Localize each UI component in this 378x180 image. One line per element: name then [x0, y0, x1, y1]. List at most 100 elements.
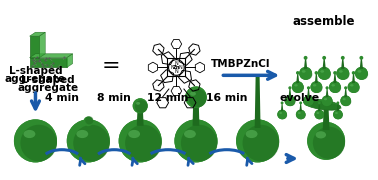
Circle shape	[318, 67, 331, 80]
Circle shape	[294, 83, 304, 93]
Circle shape	[292, 81, 304, 93]
Polygon shape	[341, 58, 344, 69]
Circle shape	[336, 102, 339, 104]
Ellipse shape	[188, 89, 207, 107]
Circle shape	[318, 67, 331, 80]
Ellipse shape	[246, 130, 257, 138]
Circle shape	[333, 110, 343, 119]
Text: L-shaped: L-shaped	[22, 75, 75, 85]
Ellipse shape	[316, 131, 326, 138]
Circle shape	[310, 81, 322, 93]
Ellipse shape	[190, 92, 196, 96]
Ellipse shape	[313, 127, 345, 159]
Ellipse shape	[332, 84, 335, 86]
Circle shape	[307, 122, 345, 160]
Polygon shape	[344, 88, 347, 97]
Polygon shape	[307, 88, 310, 97]
Ellipse shape	[243, 125, 279, 161]
Ellipse shape	[125, 125, 162, 161]
Text: N: N	[175, 69, 178, 74]
Text: aggregate: aggregate	[18, 83, 79, 93]
Polygon shape	[192, 100, 199, 126]
Circle shape	[333, 110, 343, 119]
Text: N: N	[175, 61, 178, 66]
Ellipse shape	[181, 125, 217, 161]
Polygon shape	[29, 58, 67, 68]
Circle shape	[350, 83, 360, 93]
Polygon shape	[39, 32, 45, 58]
Ellipse shape	[324, 98, 327, 100]
Polygon shape	[326, 88, 328, 97]
Polygon shape	[29, 36, 39, 58]
Circle shape	[185, 86, 207, 108]
Polygon shape	[296, 73, 299, 83]
Polygon shape	[315, 73, 318, 83]
Circle shape	[305, 97, 314, 106]
Ellipse shape	[20, 125, 57, 161]
Text: 4 min: 4 min	[45, 93, 79, 103]
Circle shape	[14, 119, 57, 162]
Ellipse shape	[358, 70, 361, 73]
Ellipse shape	[128, 130, 140, 138]
Circle shape	[333, 71, 337, 75]
Circle shape	[342, 97, 351, 106]
Circle shape	[310, 81, 322, 93]
Ellipse shape	[313, 84, 316, 86]
Circle shape	[344, 86, 347, 89]
Circle shape	[296, 71, 299, 75]
Ellipse shape	[287, 98, 290, 100]
Polygon shape	[281, 103, 283, 111]
Text: 12 min: 12 min	[147, 93, 189, 103]
Circle shape	[287, 97, 296, 106]
Circle shape	[325, 86, 329, 89]
Circle shape	[296, 110, 305, 119]
Circle shape	[297, 111, 306, 119]
Polygon shape	[29, 54, 73, 58]
Circle shape	[331, 83, 341, 93]
Circle shape	[335, 111, 343, 119]
Circle shape	[339, 69, 350, 80]
Ellipse shape	[305, 98, 308, 100]
Circle shape	[67, 119, 110, 162]
Circle shape	[299, 67, 312, 80]
Circle shape	[185, 86, 207, 108]
Ellipse shape	[307, 101, 342, 110]
Circle shape	[357, 69, 368, 80]
Ellipse shape	[350, 84, 353, 86]
Ellipse shape	[135, 100, 148, 113]
Circle shape	[359, 56, 363, 60]
Polygon shape	[255, 74, 260, 128]
Polygon shape	[352, 73, 355, 83]
Circle shape	[236, 119, 279, 162]
Circle shape	[316, 111, 324, 119]
Circle shape	[277, 110, 287, 119]
Circle shape	[84, 116, 93, 126]
Circle shape	[67, 119, 110, 162]
Polygon shape	[323, 109, 330, 130]
Ellipse shape	[23, 130, 36, 138]
Text: =: =	[102, 56, 120, 76]
Circle shape	[285, 95, 295, 106]
Circle shape	[292, 81, 304, 93]
Circle shape	[314, 110, 324, 119]
Circle shape	[279, 111, 287, 119]
Polygon shape	[322, 58, 326, 69]
Ellipse shape	[279, 112, 282, 114]
Circle shape	[299, 102, 302, 104]
Circle shape	[303, 95, 314, 106]
Ellipse shape	[184, 130, 196, 138]
Circle shape	[329, 81, 341, 93]
Circle shape	[314, 110, 324, 119]
Circle shape	[288, 86, 291, 89]
Polygon shape	[333, 73, 336, 83]
Circle shape	[322, 56, 326, 60]
Circle shape	[352, 71, 355, 75]
Circle shape	[174, 119, 217, 162]
Circle shape	[340, 95, 351, 106]
Circle shape	[336, 67, 349, 80]
Polygon shape	[29, 32, 45, 36]
Circle shape	[355, 67, 368, 80]
Ellipse shape	[335, 112, 338, 114]
Ellipse shape	[76, 130, 88, 138]
Circle shape	[133, 98, 148, 113]
